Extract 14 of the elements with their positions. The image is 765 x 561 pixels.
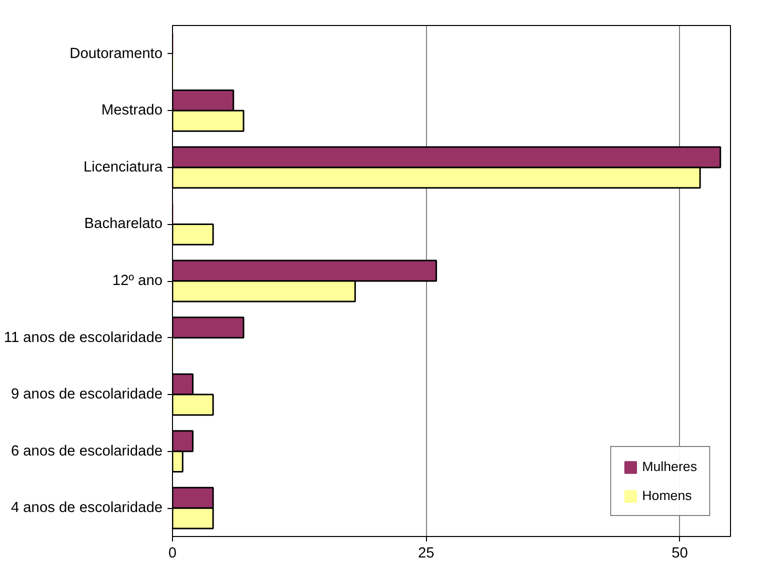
y-tick-label: Mestrado bbox=[101, 102, 163, 119]
y-tick-label: Bacharelato bbox=[84, 216, 163, 232]
y-tick-label: 9 anos de escolaridade bbox=[10, 386, 163, 403]
legend-label: Homens bbox=[642, 488, 692, 503]
x-tick-label: 25 bbox=[418, 546, 434, 561]
legend-label: Mulheres bbox=[642, 459, 697, 474]
y-tick-label: 12º ano bbox=[112, 273, 163, 289]
y-tick-label: Doutoramento bbox=[70, 46, 163, 62]
x-tick-label: 50 bbox=[672, 546, 688, 561]
y-tick-label: 11 anos de escolaridade bbox=[4, 330, 163, 346]
y-tick-label: Licenciatura bbox=[83, 159, 164, 176]
y-tick-label: 4 anos de escolaridade bbox=[10, 500, 163, 516]
y-tick-label: 6 anos de escolaridade bbox=[10, 443, 163, 460]
x-tick-label: 0 bbox=[168, 546, 177, 561]
